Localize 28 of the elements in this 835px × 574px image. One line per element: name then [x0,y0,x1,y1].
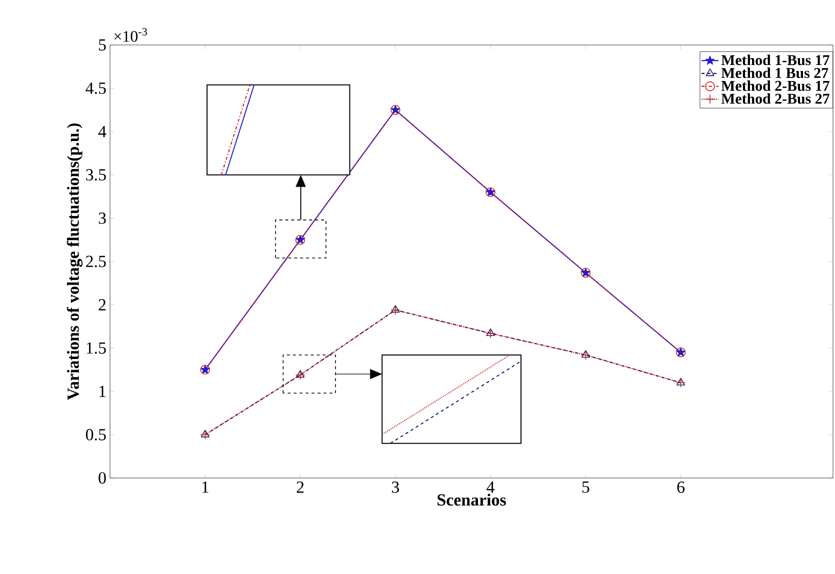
y-axis-title: Variations of voltage fluctuations(p.u.) [66,124,82,400]
x-tick-label: 3 [392,482,399,493]
point [676,378,686,388]
point [200,430,210,440]
y-tick-label: 2.5 [86,256,106,268]
legend-label: Method 2-Bus 27 [721,93,830,104]
y-tick-label: 2 [98,299,106,310]
point [676,378,686,386]
point [200,430,210,438]
legend-label: Method 1-Bus 17 [721,54,830,66]
x-tick-label: 6 [677,482,685,493]
legend-label: Method 1 Bus 27 [721,68,828,78]
y-tick-label: 4 [98,126,106,138]
legend-label: Method 2-Bus 17 [721,80,830,91]
text: ×10$^{-3}$ [114,28,147,42]
y-tick-label: 1.5 [86,342,106,354]
y-tick-label: 5 [99,39,106,51]
y-tick-label: 0.5 [86,428,106,440]
y-tick-label: 3 [98,212,106,224]
x-tick-label: 2 [296,482,304,493]
y-tick-label: 4.5 [86,82,106,94]
x-tick-label: 1 [202,482,208,493]
y-tick-label: 0 [98,472,106,484]
x-tick-label: 4 [486,482,495,493]
y-tick-label: 1 [100,386,106,397]
x-tick-label: 5 [582,482,590,493]
y-tick-label: 3.5 [86,169,106,181]
x-axis-title: Scenarios [438,494,506,506]
